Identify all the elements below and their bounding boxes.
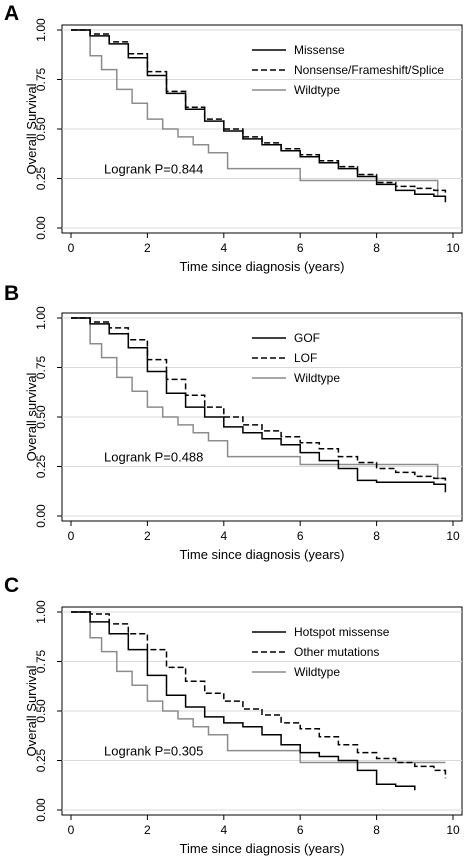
survival-curve-wildtype — [71, 611, 446, 764]
legend-label: Wildtype — [294, 371, 340, 385]
y-tick-label: 0.50 — [34, 117, 48, 141]
y-tick-label: 0.75 — [34, 355, 48, 379]
x-tick-label: 2 — [144, 823, 151, 837]
x-tick-label: 2 — [144, 241, 151, 255]
legend-label: Hotspot missense — [294, 625, 390, 639]
y-tick-label: 0.50 — [34, 405, 48, 429]
y-tick-label: 0.75 — [34, 649, 48, 673]
x-tick-label: 4 — [220, 823, 227, 837]
survival-curve-lof — [71, 317, 447, 485]
y-tick-label: 0.25 — [34, 166, 48, 190]
legend-label: Wildtype — [294, 665, 340, 679]
x-tick-label: 6 — [297, 241, 304, 255]
legend-label: Missense — [294, 43, 345, 57]
y-tick-label: 1.00 — [34, 306, 48, 330]
y-tick-label: 0.25 — [34, 748, 48, 772]
logrank-annotation: Logrank P=0.305 — [104, 744, 203, 759]
x-tick-label: 0 — [68, 241, 75, 255]
y-tick-label: 0.00 — [34, 216, 48, 240]
x-tick-label: 8 — [373, 241, 380, 255]
x-tick-label: 0 — [68, 823, 75, 837]
y-tick-label: 0.00 — [34, 504, 48, 528]
x-tick-label: 2 — [144, 529, 151, 543]
legend-label: LOF — [294, 351, 317, 365]
survival-curve-hotspot-missense — [71, 611, 416, 791]
y-tick-label: 1.00 — [34, 18, 48, 42]
x-axis-label: Time since diagnosis (years) — [180, 547, 345, 562]
x-tick-label: 6 — [297, 529, 304, 543]
chart-panel-c: C 0.00 0.25 0.50 0.75 1.00 0 2 4 6 8 10 Time since d… — [4, 574, 463, 856]
survival-curve-wildtype — [71, 29, 446, 198]
y-axis-label: Overall Survival — [24, 665, 39, 756]
x-tick-label: 0 — [68, 529, 75, 543]
legend-label: Nonsense/Frameshift/Splice — [294, 63, 444, 77]
x-axis-label: Time since diagnosis (years) — [180, 841, 345, 856]
x-tick-label: 4 — [220, 529, 227, 543]
x-tick-label: 6 — [297, 823, 304, 837]
chart-panel-b: B 0.00 0.25 0.50 0.75 1.00 0 2 4 6 8 10 Time since d… — [4, 282, 463, 562]
panel-label: B — [4, 282, 19, 305]
y-tick-label: 0.50 — [34, 699, 48, 723]
x-tick-label: 8 — [373, 823, 380, 837]
survival-curve-wildtype — [71, 317, 446, 480]
x-tick-label: 4 — [220, 241, 227, 255]
x-tick-label: 10 — [446, 241, 460, 255]
legend-label: GOF — [294, 331, 320, 345]
survival-curve-other-mutations — [71, 611, 447, 779]
chart-panel-a: A 0.00 0.25 0.50 0.75 1.00 0 2 4 6 8 10 Time since d… — [4, 2, 463, 274]
y-axis-label: Overall survival — [24, 372, 39, 461]
x-tick-label: 8 — [373, 529, 380, 543]
y-tick-label: 0.00 — [34, 798, 48, 822]
y-tick-label: 0.25 — [34, 454, 48, 478]
panel-label: C — [4, 574, 19, 597]
y-tick-label: 0.75 — [34, 67, 48, 91]
y-tick-label: 1.00 — [34, 600, 48, 624]
legend-label: Other mutations — [294, 645, 379, 659]
x-tick-label: 10 — [446, 529, 460, 543]
panel-label: A — [4, 2, 19, 25]
survival-curve-gof — [71, 317, 447, 493]
logrank-annotation: Logrank P=0.844 — [104, 162, 203, 177]
survival-curve-missense — [71, 29, 447, 203]
x-tick-label: 10 — [446, 823, 460, 837]
legend-label: Wildtype — [294, 83, 340, 97]
x-axis-label: Time since diagnosis (years) — [180, 259, 345, 274]
logrank-annotation: Logrank P=0.488 — [104, 450, 203, 465]
y-axis-label: Overall Survival — [24, 83, 39, 174]
